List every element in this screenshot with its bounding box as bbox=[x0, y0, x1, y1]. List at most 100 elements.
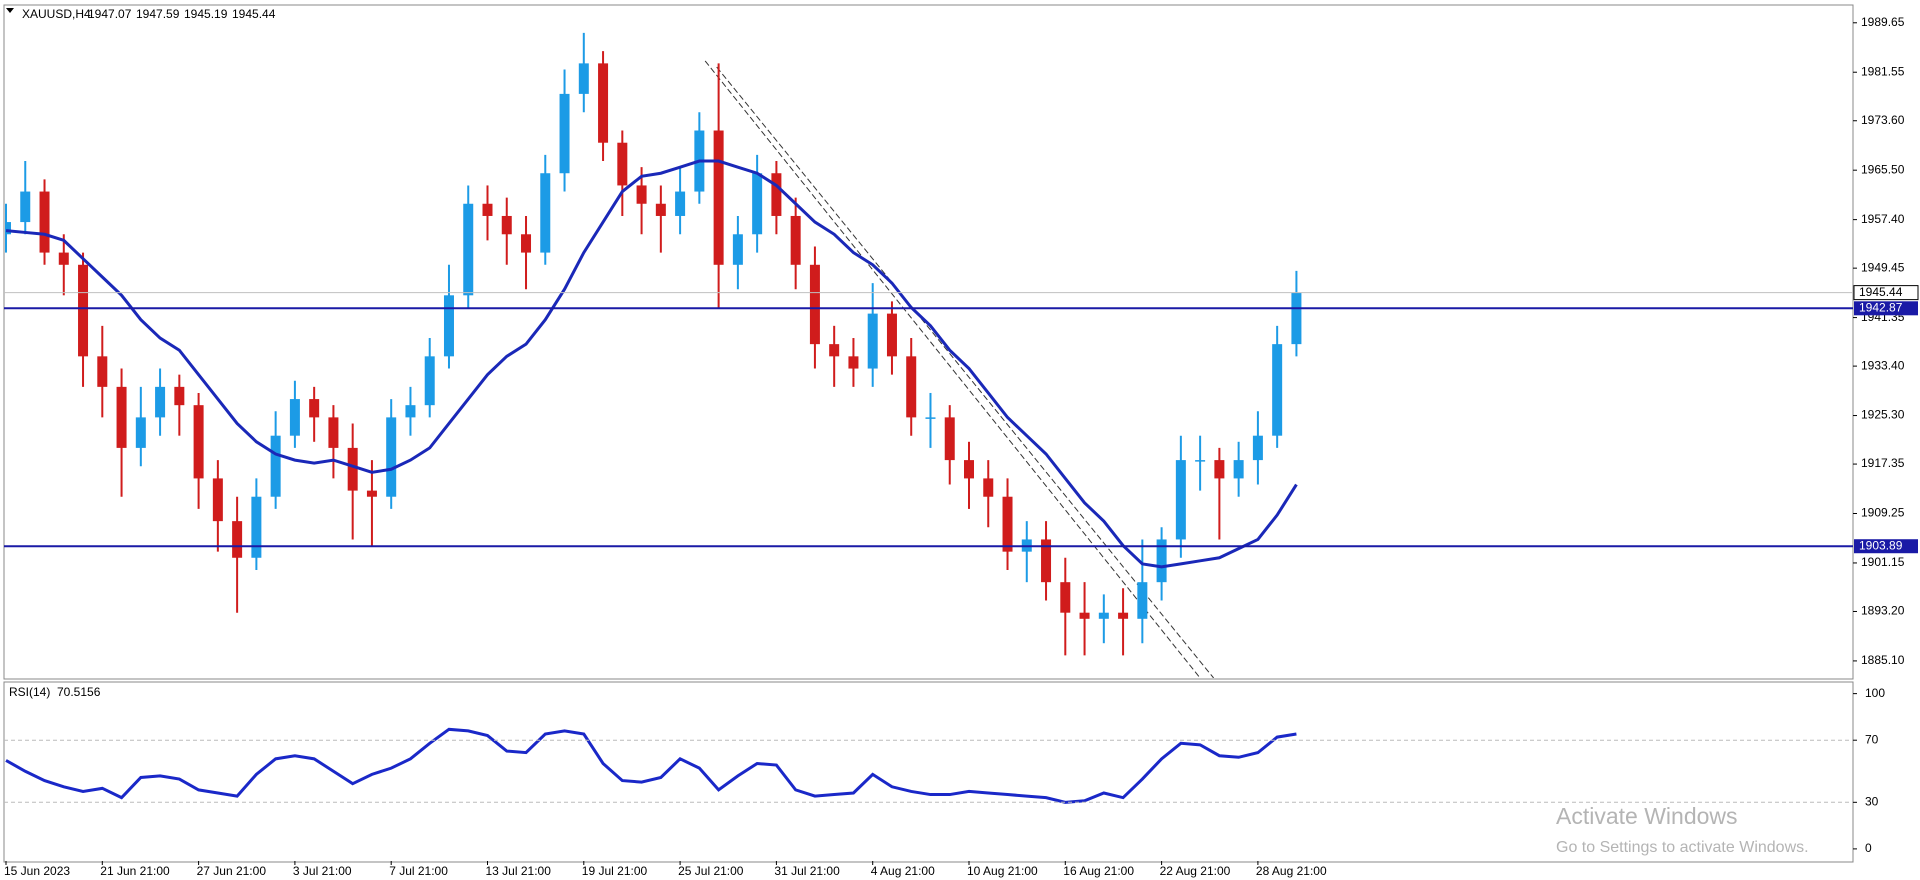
candle-body bbox=[1195, 460, 1206, 462]
candle-body bbox=[309, 399, 320, 418]
candle-body bbox=[366, 490, 377, 497]
candle-body bbox=[155, 386, 166, 418]
candle-body bbox=[443, 295, 454, 357]
candle-body bbox=[328, 417, 339, 448]
candle-body bbox=[20, 191, 31, 223]
trendline bbox=[716, 66, 1214, 678]
candle-body bbox=[1098, 612, 1109, 619]
price-frame bbox=[3, 4, 1854, 680]
candle-body bbox=[78, 264, 89, 357]
y-tick-label: 1973.60 bbox=[1861, 113, 1905, 127]
x-tick-label: 7 Jul 21:00 bbox=[389, 864, 448, 878]
candle-body bbox=[886, 313, 897, 357]
candle-body bbox=[1233, 460, 1244, 479]
y-tick-label: 1917.35 bbox=[1861, 456, 1905, 470]
x-tick-label: 3 Jul 21:00 bbox=[293, 864, 352, 878]
x-tick-label: 22 Aug 21:00 bbox=[1160, 864, 1231, 878]
candle-body bbox=[732, 234, 743, 265]
candle-body bbox=[925, 417, 936, 419]
y-tick-label: 1925.30 bbox=[1861, 408, 1905, 422]
x-tick-label: 4 Aug 21:00 bbox=[871, 864, 935, 878]
candle-body bbox=[193, 405, 204, 479]
x-tick-label: 27 Jun 21:00 bbox=[197, 864, 267, 878]
candle-body bbox=[174, 386, 185, 406]
candle-body bbox=[482, 203, 493, 216]
x-tick-label: 19 Jul 21:00 bbox=[582, 864, 648, 878]
candle-body bbox=[1291, 292, 1302, 345]
menu-arrow bbox=[6, 8, 14, 13]
candle-body bbox=[5, 222, 11, 235]
candle-body bbox=[540, 173, 551, 253]
candle-body bbox=[771, 173, 782, 216]
candle-body bbox=[289, 399, 300, 436]
current-price-label: 1945.44 bbox=[1859, 285, 1903, 299]
trendline bbox=[704, 60, 1201, 678]
candle-body bbox=[1156, 539, 1167, 583]
candle-body bbox=[232, 521, 243, 558]
y-tick-label: 1965.50 bbox=[1861, 162, 1905, 176]
rsi-line bbox=[5, 727, 1297, 804]
price-label: 1903.89 bbox=[1859, 538, 1903, 552]
price-label-box bbox=[1854, 539, 1918, 554]
current-price-box bbox=[1853, 285, 1919, 301]
price-label: 1942.87 bbox=[1859, 300, 1903, 314]
x-tick-label: 13 Jul 21:00 bbox=[486, 864, 552, 878]
candle-body bbox=[809, 264, 820, 345]
candle-body bbox=[212, 478, 223, 522]
candle-body bbox=[1002, 496, 1013, 552]
x-tick-label: 16 Aug 21:00 bbox=[1063, 864, 1134, 878]
candle-body bbox=[424, 356, 435, 406]
price-plot bbox=[5, 32, 1302, 678]
candle-body bbox=[270, 435, 281, 497]
watermark-subtitle: Go to Settings to activate Windows. bbox=[1556, 839, 1809, 856]
y-tick-label: 1909.25 bbox=[1861, 506, 1905, 520]
candle-body bbox=[501, 215, 512, 235]
candle-body bbox=[867, 313, 878, 369]
rsi-value: 70.5156 bbox=[57, 685, 101, 699]
rsi-title: RSI(14) bbox=[9, 685, 50, 699]
candle-body bbox=[463, 203, 474, 296]
candle-body bbox=[675, 191, 686, 216]
candle-body bbox=[347, 447, 358, 491]
candle-body bbox=[1252, 435, 1263, 461]
candle-body bbox=[598, 63, 609, 143]
y-tick-label: 1981.55 bbox=[1861, 64, 1905, 78]
candle-body bbox=[1060, 582, 1071, 613]
candle-body bbox=[1272, 344, 1283, 436]
candle-body bbox=[386, 417, 397, 497]
candle-body bbox=[790, 215, 801, 265]
x-tick-label: 15 Jun 2023 bbox=[4, 864, 70, 878]
candle-body bbox=[713, 130, 724, 265]
candle-body bbox=[906, 356, 917, 418]
quote-value: 1947.59 bbox=[136, 7, 180, 21]
y-tick-label: 1949.45 bbox=[1861, 260, 1905, 274]
symbol: XAUUSD,H4 bbox=[22, 7, 91, 21]
candle-body bbox=[829, 344, 840, 357]
rsi-frame bbox=[3, 681, 1854, 863]
candle-body bbox=[97, 356, 108, 387]
y-tick-label: 1901.15 bbox=[1861, 555, 1905, 569]
candle-body bbox=[848, 356, 859, 369]
candle-body bbox=[251, 496, 262, 558]
candle-body bbox=[521, 234, 532, 253]
rsi-tick-label: 0 bbox=[1865, 841, 1872, 855]
price-label-box bbox=[1854, 301, 1918, 316]
candle-body bbox=[58, 252, 69, 265]
rsi-tick-label: 100 bbox=[1865, 686, 1885, 700]
moving-average bbox=[5, 159, 1298, 569]
candle-body bbox=[116, 386, 127, 448]
candle-body bbox=[1214, 460, 1225, 479]
candle-body bbox=[1079, 612, 1090, 619]
x-tick-label: 21 Jun 21:00 bbox=[100, 864, 170, 878]
quote-value: 1945.44 bbox=[232, 7, 276, 21]
candle-body bbox=[636, 185, 647, 204]
rsi-plot bbox=[5, 727, 1297, 804]
x-tick-label: 31 Jul 21:00 bbox=[774, 864, 840, 878]
quote-value: 1947.07 bbox=[88, 7, 132, 21]
candle-body bbox=[964, 460, 974, 479]
candle-body bbox=[655, 203, 666, 216]
rsi-tick-label: 30 bbox=[1865, 794, 1879, 808]
y-tick-label: 1885.10 bbox=[1861, 653, 1905, 667]
candle-body bbox=[578, 63, 589, 94]
